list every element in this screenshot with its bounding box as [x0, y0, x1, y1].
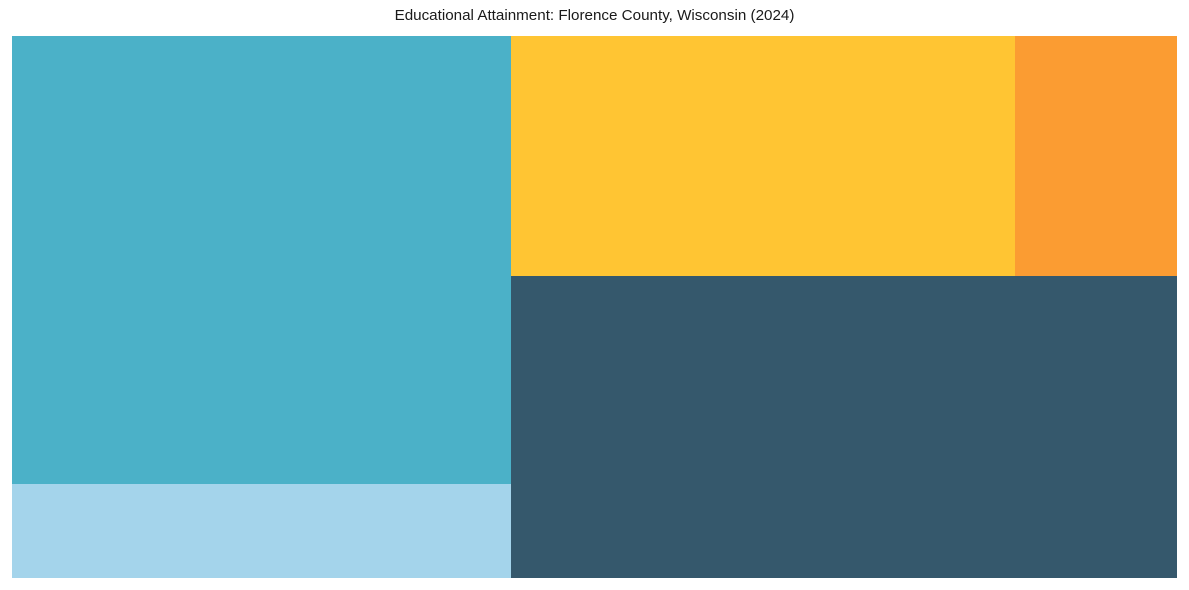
treemap-plot-area: High school graduate Less than high scho…	[12, 36, 1177, 578]
treemap-tile-less-than-high-school[interactable]: Less than high school	[12, 484, 511, 578]
treemap-tile-associates-degree[interactable]: Associate's degree	[1015, 36, 1177, 276]
treemap-tile-some-college-no-degree[interactable]: Some college, no degree	[511, 36, 1015, 276]
treemap-tile-bachelors-degree-or-higher[interactable]: Bachelor's degree or higher	[511, 276, 1177, 578]
treemap-tile-high-school-graduate[interactable]: High school graduate	[12, 36, 511, 484]
chart-title: Educational Attainment: Florence County,…	[394, 7, 795, 24]
